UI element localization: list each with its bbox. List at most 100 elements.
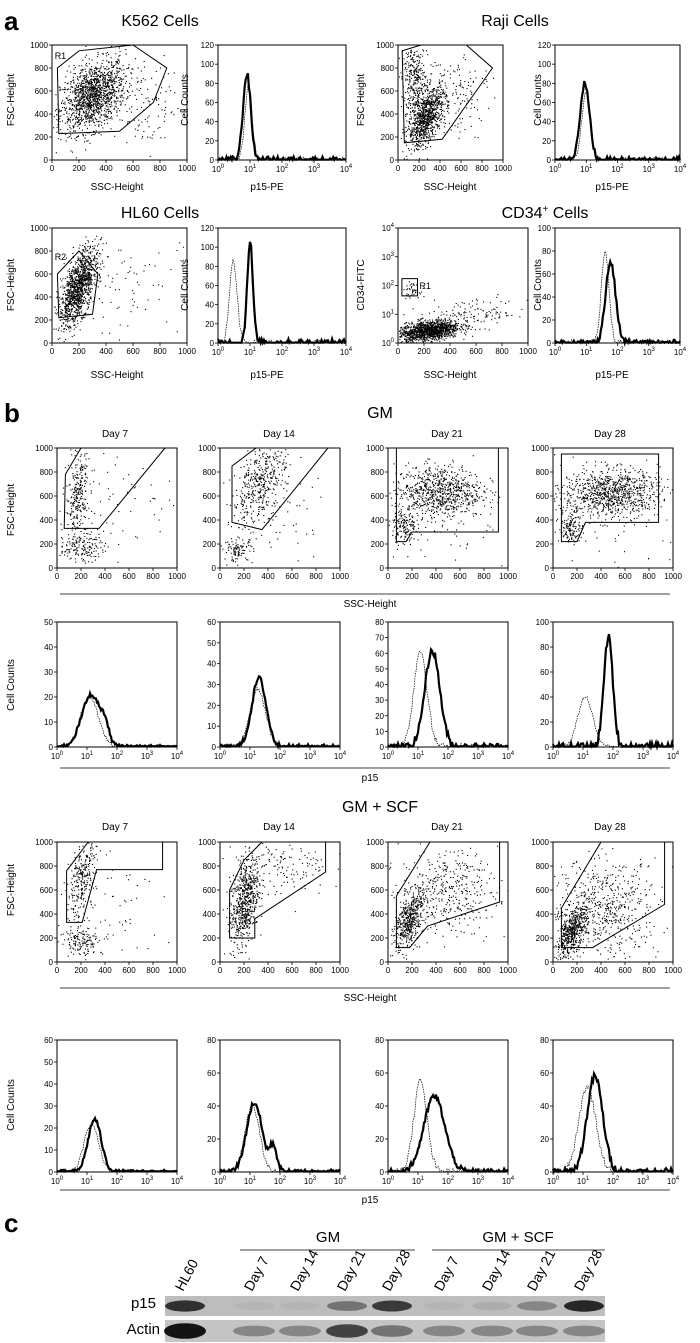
- scatter-dot: [77, 292, 79, 294]
- scatter-dot: [102, 98, 104, 100]
- scatter-dot: [84, 75, 86, 77]
- scatter-dot: [452, 312, 454, 314]
- scatter-dot: [413, 122, 415, 124]
- scatter-dot: [416, 324, 418, 326]
- scatter-dot: [147, 117, 149, 119]
- scatter-dot: [158, 104, 160, 106]
- scatter-dot: [71, 271, 73, 273]
- scatter-dot: [79, 104, 81, 106]
- scatter-dot: [470, 125, 472, 127]
- scatter-dot: [425, 85, 427, 87]
- scatter-dot: [436, 124, 438, 126]
- scatter-dot: [88, 120, 90, 122]
- scatter-dot: [89, 274, 91, 276]
- scatter-dot: [93, 130, 95, 132]
- scatter-dot: [468, 81, 470, 83]
- scatter-dot: [421, 124, 423, 126]
- scatter-dot: [433, 109, 435, 111]
- scatter-dot: [443, 334, 445, 336]
- scatter-dot: [87, 256, 89, 258]
- x-tick-label: 200: [417, 347, 431, 356]
- scatter-dot: [415, 89, 417, 91]
- scatter-dot: [107, 95, 109, 97]
- scatter-dot: [90, 113, 92, 115]
- scatter-dot: [104, 123, 106, 125]
- scatter-dot: [62, 322, 64, 324]
- scatter-dot: [429, 108, 431, 110]
- scatter-dot: [413, 92, 415, 94]
- scatter-dot: [99, 108, 101, 110]
- scatter-dot: [72, 90, 74, 92]
- scatter-dot: [74, 92, 76, 94]
- scatter-dot: [421, 144, 423, 146]
- scatter-dot: [412, 338, 414, 340]
- scatter-dot: [78, 101, 80, 103]
- scatter-dot: [116, 70, 118, 72]
- scatter-dot: [102, 53, 104, 55]
- scatter-dot: [84, 313, 86, 315]
- scatter-dot: [92, 118, 94, 120]
- scatter-dot: [420, 137, 422, 139]
- scatter-dot: [78, 275, 80, 277]
- scatter-dot: [79, 85, 81, 87]
- scatter-dot: [422, 338, 424, 340]
- scatter-dot: [433, 88, 435, 90]
- scatter-dot: [426, 126, 428, 128]
- scatter-dot: [122, 88, 124, 90]
- scatter-dot: [84, 270, 86, 272]
- scatter-dot: [105, 79, 107, 81]
- scatter-dot: [415, 94, 417, 96]
- scatter-dot: [410, 153, 412, 155]
- scatter-dot: [94, 266, 96, 268]
- scatter-dot: [75, 130, 77, 132]
- scatter-dot: [78, 293, 80, 295]
- scatter-dot: [90, 296, 92, 298]
- scatter-dot: [87, 273, 89, 275]
- scatter-dot: [434, 334, 436, 336]
- scatter-dot: [405, 140, 407, 142]
- scatter-dot: [99, 277, 101, 279]
- scatter-dot: [422, 130, 424, 132]
- scatter-dot: [446, 87, 448, 89]
- scatter-dot: [73, 293, 75, 295]
- scatter-dot: [78, 274, 80, 276]
- scatter-dot: [65, 107, 67, 109]
- scatter-dot: [102, 73, 104, 75]
- scatter-dot: [83, 96, 85, 98]
- scatter-dot: [437, 118, 439, 120]
- scatter-dot: [86, 80, 88, 82]
- scatter-dot: [431, 335, 433, 337]
- scatter-dot: [72, 273, 74, 275]
- scatter-dot: [86, 98, 88, 100]
- scatter-dot: [75, 290, 77, 292]
- scatter-dot: [458, 137, 460, 139]
- scatter-dot: [76, 111, 78, 113]
- scatter-dot: [421, 114, 423, 116]
- scatter-dot: [437, 338, 439, 340]
- scatter-dot: [413, 61, 415, 63]
- scatter-dot: [90, 258, 92, 260]
- scatter-dot: [424, 131, 426, 133]
- scatter-dot: [416, 66, 418, 68]
- scatter-dot: [424, 105, 426, 107]
- scatter-dot: [432, 324, 434, 326]
- scatter-dot: [437, 329, 439, 331]
- scatter-dot: [70, 109, 72, 111]
- scatter-dot: [423, 116, 425, 118]
- k562-title: K562 Cells: [121, 13, 198, 30]
- blot-row-label: Actin: [127, 1321, 160, 1338]
- y-tick-label: 80: [542, 79, 551, 88]
- scatter-dot: [84, 289, 86, 291]
- scatter-dot: [99, 68, 101, 70]
- scatter-dot: [70, 302, 72, 304]
- scatter-dot: [65, 257, 67, 259]
- scatter-dot: [90, 93, 92, 95]
- scatter-dot: [88, 256, 90, 258]
- y-tick-label: 100: [382, 338, 395, 348]
- scatter-dot: [454, 103, 456, 105]
- y-tick-label: 600: [381, 87, 395, 96]
- scatter-dot: [430, 73, 432, 75]
- scatter-dot: [100, 253, 102, 255]
- scatter-dot: [87, 106, 89, 108]
- scatter-dot: [88, 294, 90, 296]
